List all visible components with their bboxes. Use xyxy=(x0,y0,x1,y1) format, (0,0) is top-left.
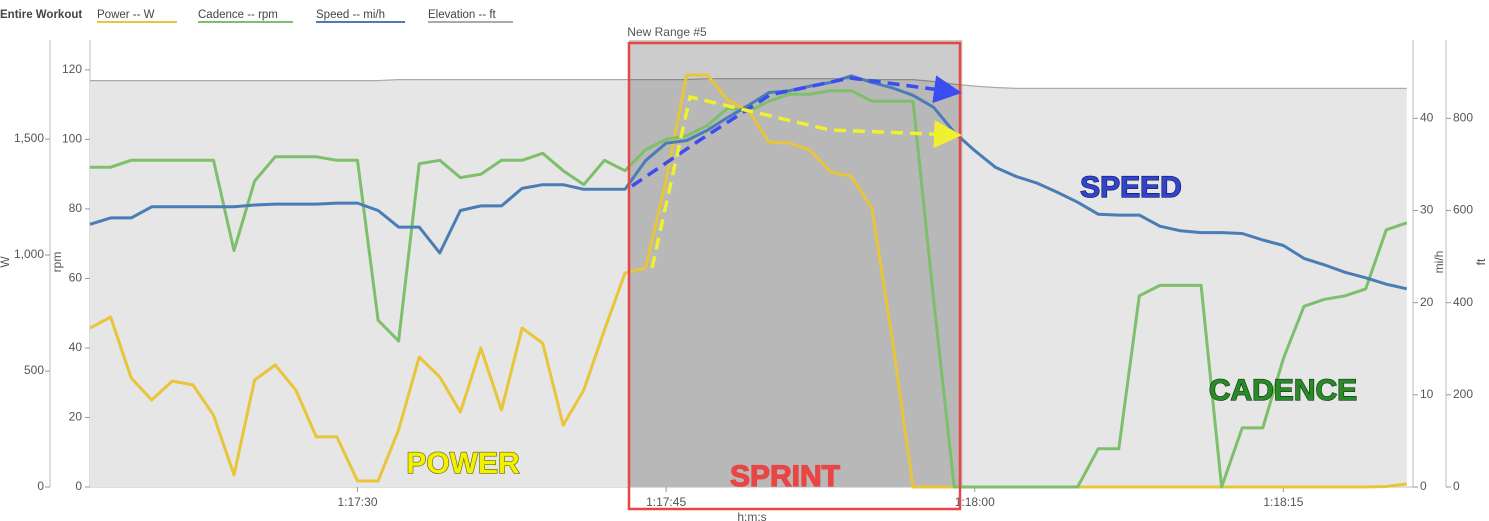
y-tick-label: 0 xyxy=(1453,479,1460,493)
y-tick-label: 30 xyxy=(1420,203,1434,217)
x-tick-label: 1:17:30 xyxy=(337,495,377,509)
y-axis-title: W xyxy=(0,256,12,268)
y-tick-label: 0 xyxy=(1420,479,1427,493)
x-axis-label: h:m:s xyxy=(737,510,766,521)
legend-label[interactable]: Power -- W xyxy=(97,9,155,21)
y-tick-label: 120 xyxy=(62,62,82,76)
x-tick-label: 1:18:15 xyxy=(1263,495,1303,509)
y-tick-label: 1,000 xyxy=(14,247,44,261)
y-tick-label: 100 xyxy=(62,132,82,146)
y-tick-label: 10 xyxy=(1420,387,1434,401)
annotation: SPEED xyxy=(1080,171,1182,204)
plot: W05001,0001,500rpm020406080100120mi/h010… xyxy=(0,40,1488,509)
y-axis-title: ft xyxy=(1474,258,1488,265)
y-tick-label: 400 xyxy=(1453,295,1473,309)
y-tick-label: 80 xyxy=(69,201,83,215)
legend-label[interactable]: Cadence -- rpm xyxy=(198,9,278,21)
y-axis-title: mi/h xyxy=(1432,251,1446,274)
x-tick-label: 1:17:45 xyxy=(646,495,686,509)
annotation: SPRINT xyxy=(730,460,840,493)
y-tick-label: 40 xyxy=(69,340,83,354)
legend-label[interactable]: Speed -- mi/h xyxy=(316,9,385,21)
y-axis-title: rpm xyxy=(50,252,64,273)
power-arrow xyxy=(650,94,962,269)
elevation-line xyxy=(90,78,1407,89)
y-tick-label: 1,500 xyxy=(14,131,44,145)
selection-label: New Range #5 xyxy=(627,25,707,39)
legend-title[interactable]: Entire Workout xyxy=(0,9,82,21)
y-tick-label: 20 xyxy=(69,410,83,424)
y-tick-label: 40 xyxy=(1420,111,1434,125)
series-line xyxy=(89,74,1408,291)
elevation-area xyxy=(90,78,1407,487)
y-tick-label: 0 xyxy=(37,479,44,493)
annotation: CADENCE xyxy=(1209,374,1357,407)
y-tick-label: 500 xyxy=(24,363,44,377)
legend: Entire Workout Power -- W Cadence -- rpm S… xyxy=(0,9,513,23)
y-tick-label: 200 xyxy=(1453,387,1473,401)
legend-label[interactable]: Elevation -- ft xyxy=(428,9,497,21)
y-tick-label: 60 xyxy=(69,271,83,285)
y-tick-label: 0 xyxy=(75,479,82,493)
highlight-box xyxy=(627,41,962,511)
y-tick-label: 20 xyxy=(1420,295,1434,309)
y-tick-label: 600 xyxy=(1453,203,1473,217)
annotation: POWER xyxy=(406,447,520,480)
x-tick-label: 1:18:00 xyxy=(955,495,995,509)
y-tick-label: 800 xyxy=(1453,111,1473,125)
